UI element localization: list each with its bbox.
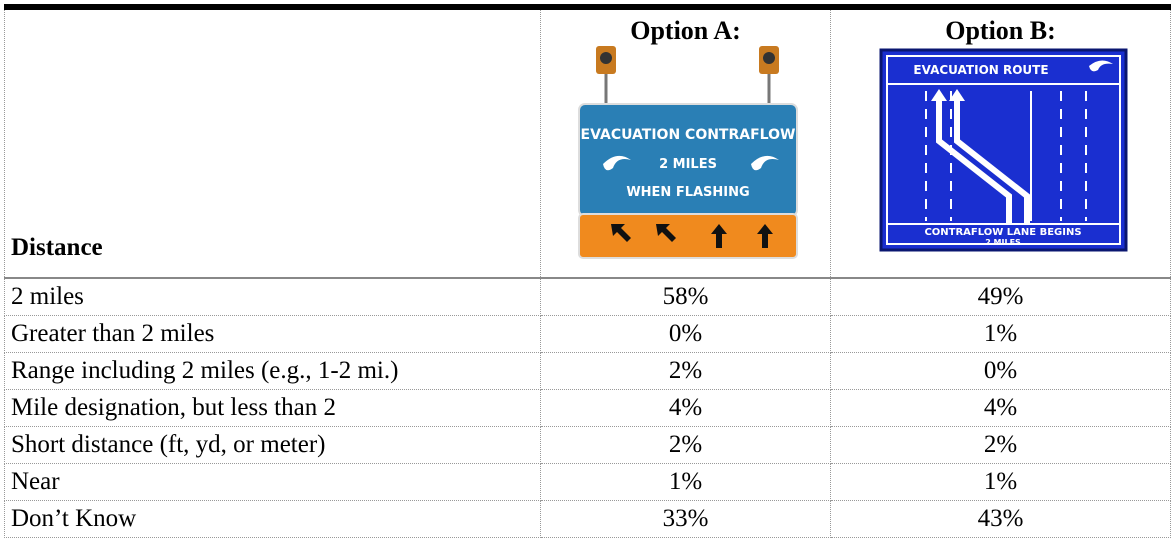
header-row: Distance Option A: EVACUATION CONTRAFLOW… <box>4 6 1171 279</box>
row-label: Near <box>4 463 541 501</box>
cell-value: 2% <box>830 426 1171 464</box>
sign-text: WHEN FLASHING <box>626 185 749 200</box>
header-cell: Option A: EVACUATION CONTRAFLOW 2 MILES … <box>540 6 831 279</box>
sign-text: 2 MILES <box>985 238 1021 247</box>
sign-a: EVACUATION CONTRAFLOW 2 MILES WHEN FLASH… <box>578 46 798 259</box>
row-label: Range including 2 miles (e.g., 1-2 mi.) <box>4 352 541 390</box>
table-row: Greater than 2 miles 0% 1% <box>4 315 1171 353</box>
cell-value: 1% <box>830 315 1171 353</box>
column-header: Option B: <box>945 16 1056 45</box>
table-row: Mile designation, but less than 2 4% 4% <box>4 389 1171 427</box>
sign-text: EVACUATION CONTRAFLOW <box>581 127 796 143</box>
cell-value: 2% <box>540 352 831 390</box>
sign-b: EVACUATION ROUTE CONTRAFLOW LANE BEGINS … <box>879 48 1128 252</box>
cell-value: 43% <box>830 500 1171 538</box>
cell-value: 58% <box>540 277 831 316</box>
table-row: Short distance (ft, yd, or meter) 2% 2% <box>4 426 1171 464</box>
cell-value: 4% <box>830 389 1171 427</box>
row-label: Don’t Know <box>4 500 541 538</box>
row-label: Short distance (ft, yd, or meter) <box>4 426 541 464</box>
table-row: Range including 2 miles (e.g., 1-2 mi.) 2… <box>4 352 1171 390</box>
table-body: Distance Option A: EVACUATION CONTRAFLOW… <box>4 6 1171 538</box>
table-row: Near 1% 1% <box>4 463 1171 501</box>
table-row: 2 miles 58% 49% <box>4 277 1171 316</box>
cell-value: 0% <box>540 315 831 353</box>
row-label: Mile designation, but less than 2 <box>4 389 541 427</box>
cell-value: 1% <box>540 463 831 501</box>
sign-text: CONTRAFLOW LANE BEGINS <box>924 227 1081 238</box>
results-table: Distance Option A: EVACUATION CONTRAFLOW… <box>4 4 1171 538</box>
cell-value: 49% <box>830 277 1171 316</box>
cell-value: 1% <box>830 463 1171 501</box>
table-row: Don’t Know 33% 43% <box>4 500 1171 538</box>
sign-text: 2 MILES <box>659 157 717 172</box>
header-cell: Distance <box>4 6 541 279</box>
column-header: Distance <box>11 234 103 261</box>
column-header: Option A: <box>630 16 741 45</box>
cell-value: 2% <box>540 426 831 464</box>
header-cell: Option B: EVACUATION ROUTE <box>830 6 1171 279</box>
cell-value: 4% <box>540 389 831 427</box>
cell-value: 33% <box>540 500 831 538</box>
table-wrap: Distance Option A: EVACUATION CONTRAFLOW… <box>4 4 1171 538</box>
row-label: Greater than 2 miles <box>4 315 541 353</box>
cell-value: 0% <box>830 352 1171 390</box>
row-label: 2 miles <box>4 277 541 316</box>
sign-text: EVACUATION ROUTE <box>913 63 1048 77</box>
